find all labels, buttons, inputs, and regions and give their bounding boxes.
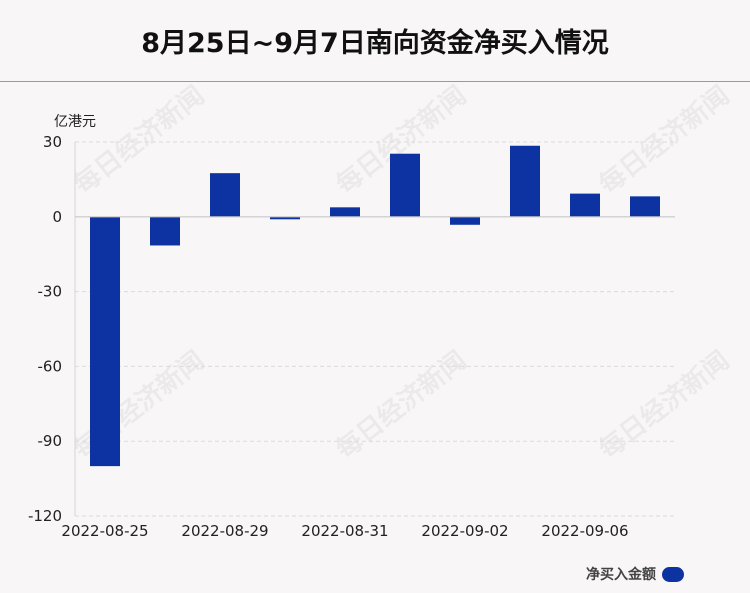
y-tick-label: -30 <box>38 283 63 301</box>
y-axis-unit-label: 亿港元 <box>54 114 96 130</box>
bar <box>510 145 540 217</box>
bar <box>90 216 120 467</box>
legend: 净买入金额 <box>586 564 684 584</box>
bar <box>450 216 480 225</box>
bar <box>570 193 600 217</box>
bar <box>150 216 180 246</box>
bar <box>270 216 300 220</box>
bar <box>390 153 420 217</box>
x-tick-label: 2022-08-25 <box>61 522 148 540</box>
x-tick-label: 2022-09-06 <box>541 522 628 540</box>
bar <box>630 196 660 217</box>
title-divider <box>0 81 750 82</box>
y-tick-label: -60 <box>38 357 63 375</box>
y-tick-label: 30 <box>43 133 62 151</box>
bar <box>330 207 360 217</box>
y-tick-label: 0 <box>52 208 62 226</box>
legend-label: 净买入金额 <box>586 567 656 583</box>
bar <box>210 173 240 217</box>
x-tick-label: 2022-08-31 <box>301 522 388 540</box>
x-tick-label: 2022-08-29 <box>181 522 268 540</box>
y-tick-label: -120 <box>28 507 62 525</box>
x-tick-label: 2022-09-02 <box>421 522 508 540</box>
chart-title: 8月25日~9月7日南向资金净买入情况 <box>141 27 609 59</box>
y-tick-label: -90 <box>38 432 63 450</box>
legend-swatch <box>662 566 684 582</box>
